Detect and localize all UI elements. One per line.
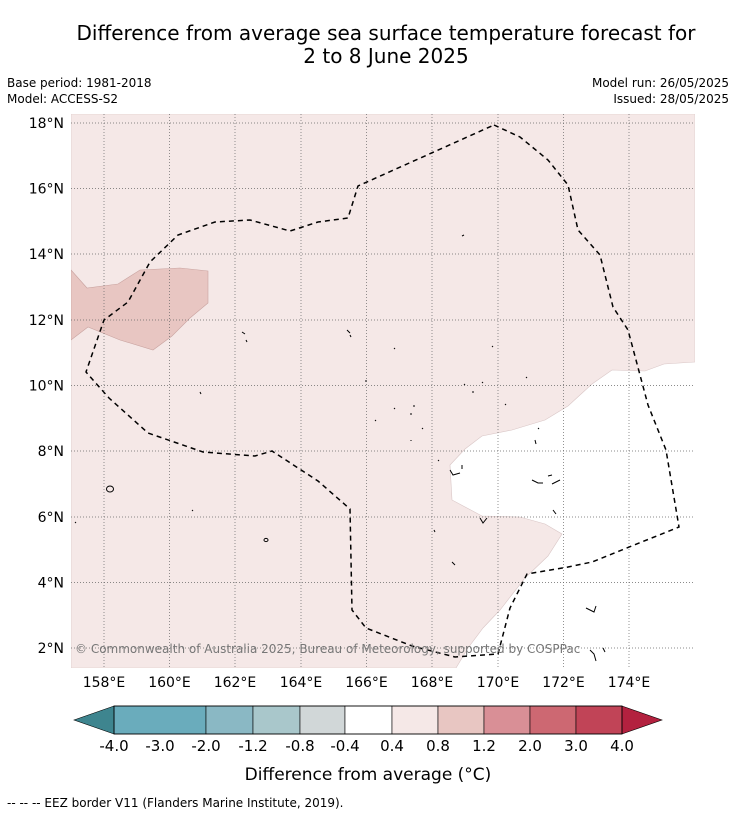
colorbar-frame bbox=[113, 705, 623, 735]
lon-label: 164°E bbox=[280, 675, 323, 691]
colorbar-tick-label: 4.0 bbox=[610, 737, 634, 755]
lat-label: 12°N bbox=[29, 313, 64, 329]
lon-label: 172°E bbox=[542, 675, 585, 691]
anomaly-region-0.8-1.2 bbox=[71, 267, 209, 351]
colorbar-segment bbox=[575, 705, 623, 735]
colorbar-segment bbox=[344, 705, 393, 735]
colorbar-label: Difference from average (°C) bbox=[245, 765, 492, 785]
colorbar-segment bbox=[529, 705, 577, 735]
colorbar-segment bbox=[252, 705, 301, 735]
colorbar-over-arrow bbox=[621, 705, 663, 735]
colorbar-segment bbox=[391, 705, 439, 735]
colorbar-tick-label: 1.2 bbox=[472, 737, 496, 755]
lon-label: 160°E bbox=[148, 675, 191, 691]
colorbar-tick-label: 2.0 bbox=[518, 737, 542, 755]
meta-right: Model run: 26/05/2025 Issued: 28/05/2025 bbox=[592, 75, 729, 107]
colorbar-tick-label: -1.2 bbox=[238, 737, 267, 755]
copyright-text: © Commonwealth of Australia 2025, Bureau… bbox=[75, 642, 580, 656]
colorbar-segment bbox=[113, 705, 207, 735]
colorbar-tick-labels: -4.0 -3.0 -2.0 -1.2 -0.8 -0.4 0.4 0.8 1.2 2.0 3.0 4… bbox=[99, 737, 634, 755]
longitude-labels: 158°E 160°E 162°E 164°E 166°E 168°E 170°… bbox=[83, 675, 651, 691]
model-name: Model: ACCESS-S2 bbox=[7, 92, 119, 106]
colorbar-segment bbox=[437, 705, 485, 735]
chart-title: Difference from average sea surface temp… bbox=[0, 22, 736, 68]
model-run: Model run: 26/05/2025 bbox=[591, 76, 729, 90]
colorbar-tick-label: 0.4 bbox=[380, 737, 404, 755]
colorbar-tick-label: -0.8 bbox=[285, 737, 314, 755]
latitude-labels: 18°N 16°N 14°N 12°N 10°N 8°N 6°N 4°N 2°N bbox=[29, 116, 64, 657]
lat-label: 2°N bbox=[38, 641, 64, 657]
lat-label: 4°N bbox=[38, 576, 64, 592]
colorbar-tick-label: -3.0 bbox=[145, 737, 174, 755]
meta-left: Base period: 1981-2018 Model: ACCESS-S2 bbox=[7, 75, 152, 107]
issued-date: Issued: 28/05/2025 bbox=[613, 92, 729, 106]
lat-label: 6°N bbox=[38, 510, 64, 526]
colorbar-under-arrow bbox=[73, 705, 115, 735]
colorbar-tick-label: 0.8 bbox=[426, 737, 450, 755]
colorbar-tick-label: -0.4 bbox=[330, 737, 359, 755]
lon-label: 174°E bbox=[608, 675, 651, 691]
lon-label: 162°E bbox=[214, 675, 257, 691]
title-line-2: 2 to 8 June 2025 bbox=[303, 44, 469, 68]
title-line-1: Difference from average sea surface temp… bbox=[76, 21, 696, 45]
colorbar-tick-label: -2.0 bbox=[191, 737, 220, 755]
colorbar-tick-label: -4.0 bbox=[99, 737, 128, 755]
lat-label: 16°N bbox=[29, 182, 64, 198]
lon-label: 158°E bbox=[83, 675, 126, 691]
lat-label: 10°N bbox=[29, 379, 64, 395]
map-area: © Commonwealth of Australia 2025, Bureau… bbox=[71, 114, 695, 668]
colorbar-segment bbox=[299, 705, 346, 735]
graticule bbox=[71, 114, 695, 668]
base-period: Base period: 1981-2018 bbox=[7, 76, 152, 90]
colorbar-segments bbox=[113, 705, 623, 735]
eez-border bbox=[85, 124, 680, 658]
colorbar-tick-label: 3.0 bbox=[564, 737, 588, 755]
lon-label: 170°E bbox=[477, 675, 520, 691]
lon-label: 166°E bbox=[345, 675, 388, 691]
lat-label: 14°N bbox=[29, 247, 64, 263]
colorbar-segment bbox=[205, 705, 254, 735]
colorbar: -4.0 -3.0 -2.0 -1.2 -0.8 -0.4 0.4 0.8 1.2 2.0 3.0 4… bbox=[73, 705, 663, 785]
lat-label: 18°N bbox=[29, 116, 64, 132]
lat-label: 8°N bbox=[38, 444, 64, 460]
lon-label: 168°E bbox=[411, 675, 454, 691]
colorbar-segment bbox=[483, 705, 531, 735]
eez-legend-note: -- -- -- EEZ border V11 (Flanders Marine… bbox=[7, 796, 344, 810]
islands bbox=[74, 234, 606, 662]
